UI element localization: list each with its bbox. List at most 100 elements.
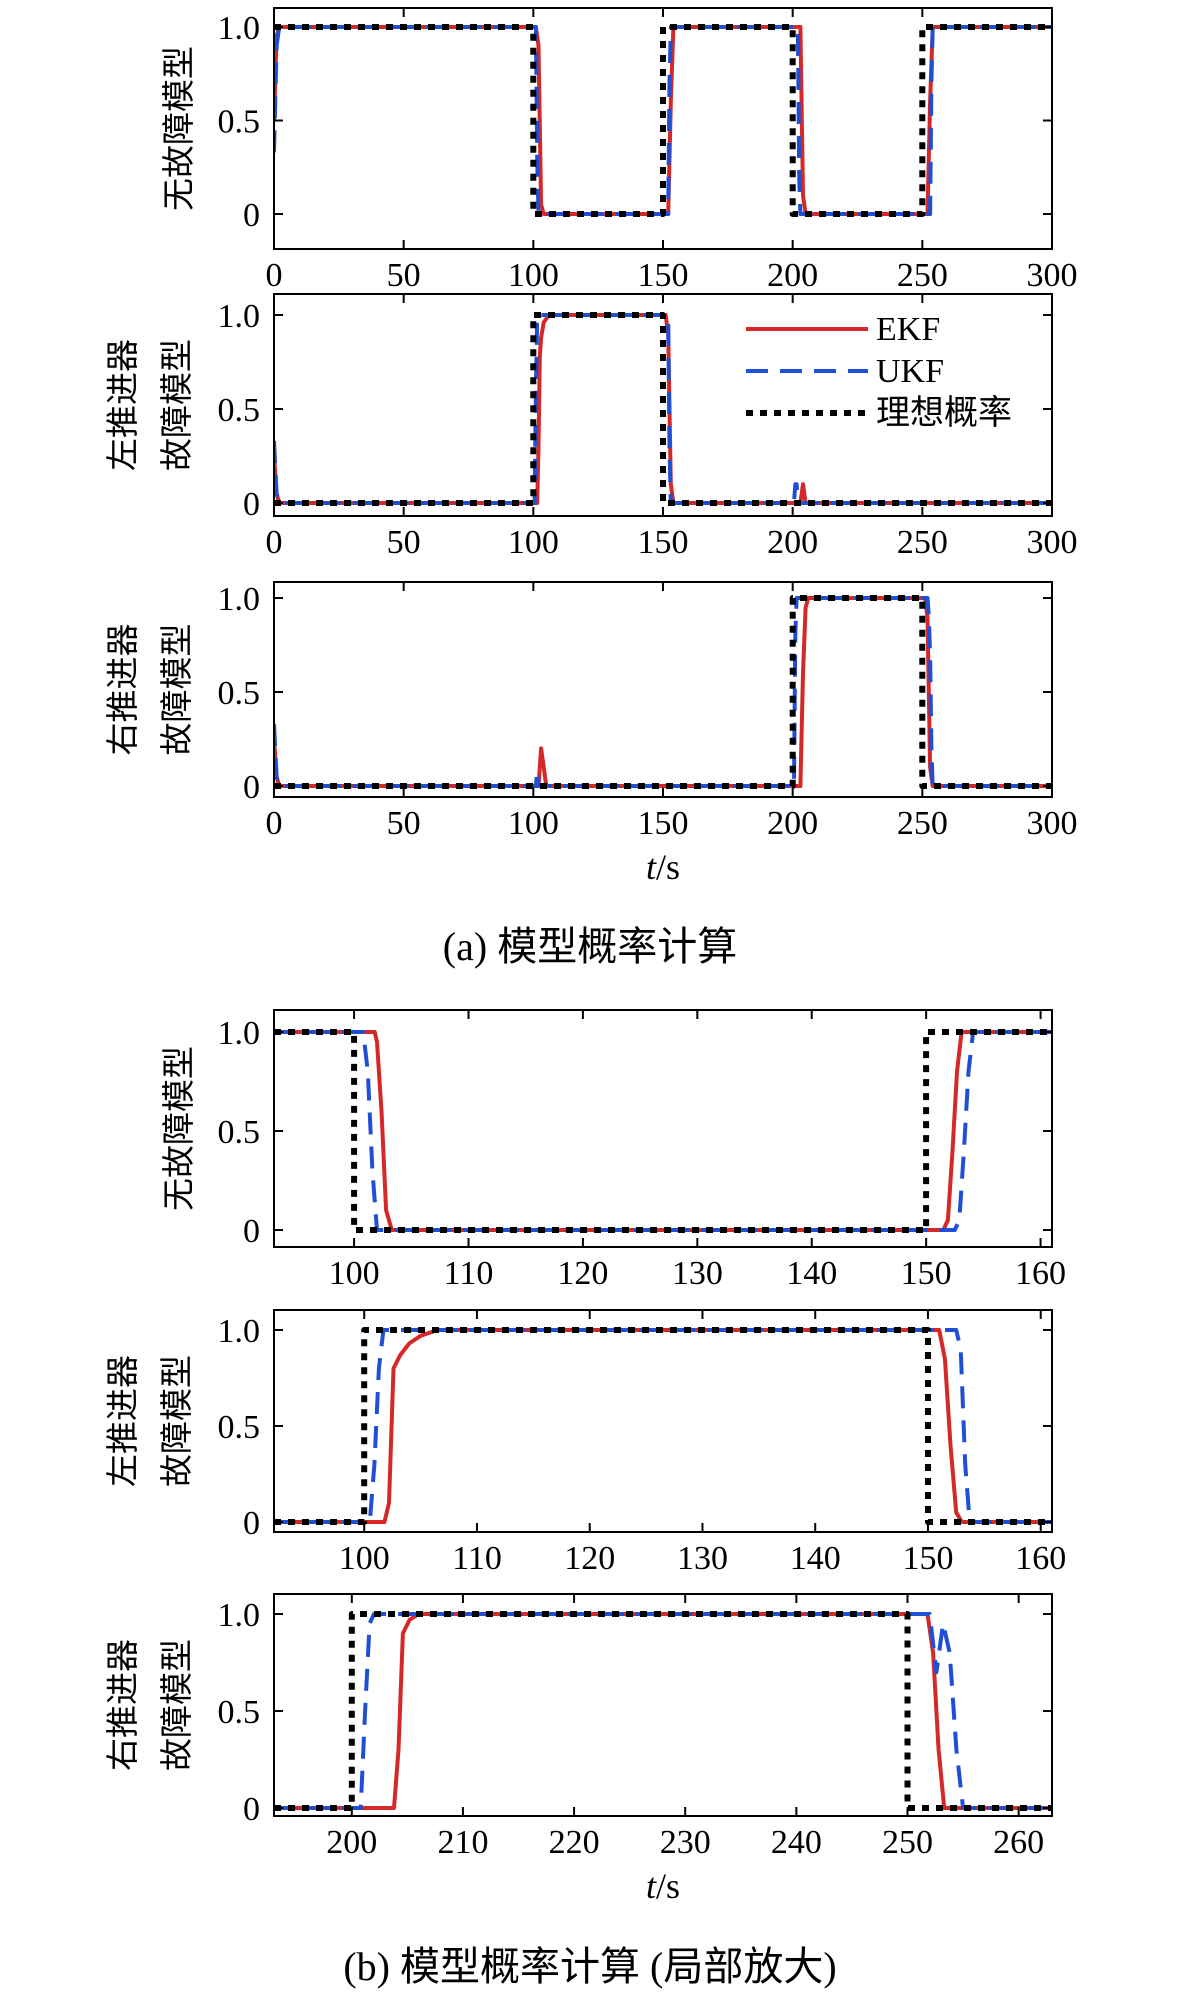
series-line-UKF [274, 25, 1052, 216]
legend-label: EKF [876, 311, 940, 348]
legend-label: UKF [876, 353, 944, 390]
x-tick-label: 140 [790, 1540, 841, 1577]
x-tick-label: 160 [1015, 1255, 1066, 1292]
y-tick-label: 0.5 [218, 392, 261, 429]
y-axis-label: 故障模型 [157, 624, 196, 756]
legend: EKF UKF 理想概率 [746, 311, 1012, 432]
x-tick-label: 50 [387, 524, 421, 561]
y-axis-label: 无故障模型 [159, 1046, 198, 1211]
x-tick-label: 300 [1027, 257, 1078, 294]
y-axis-label: 故障模型 [157, 339, 196, 471]
x-tick-label: 150 [638, 257, 689, 294]
x-tick-label: 100 [508, 257, 559, 294]
x-tick-label: 200 [326, 1824, 377, 1861]
x-tick-label: 160 [1015, 1540, 1066, 1577]
series-line-UKF [274, 1328, 1052, 1524]
series-line-理想概率 [274, 24, 1052, 217]
x-tick-label: 300 [1027, 524, 1078, 561]
panel-b3: 200 210 220 230 240 250 260 0 0.5 1.0 右推进器 故障模型 t/s [103, 1593, 1053, 1906]
y-tick-label: 1.0 [218, 1313, 261, 1350]
x-tick-label: 260 [993, 1824, 1044, 1861]
x-tick-label: 150 [638, 524, 689, 561]
series-line-EKF [274, 25, 1052, 216]
x-tick-label: 220 [549, 1824, 600, 1861]
x-tick-label: 300 [1027, 805, 1078, 842]
panel-a2: 0 50 100 150 200 250 300 0 0.5 1.0 左推进器 故障模型 [103, 293, 1078, 561]
y-tick-label: 0 [243, 1213, 260, 1250]
x-tick-label: 200 [767, 257, 818, 294]
y-axis-label: 右推进器 [103, 624, 142, 756]
y-tick-label: 1.0 [218, 1015, 261, 1052]
x-tick-label: 100 [329, 1255, 380, 1292]
y-axis-label: 故障模型 [157, 1639, 196, 1771]
x-tick-label: 50 [387, 805, 421, 842]
panel-a3: 0 50 100 150 200 250 300 0 0.5 1.0 右推进器 故障模型 t/s [103, 581, 1078, 887]
series-line-理想概率 [274, 1029, 1052, 1233]
y-tick-label: 0.5 [218, 104, 261, 141]
x-tick-label: 140 [786, 1255, 837, 1292]
y-tick-label: 0 [243, 769, 260, 806]
x-tick-label: 100 [339, 1540, 390, 1577]
series-line-EKF [274, 1328, 1052, 1524]
caption-a: (a) 模型概率计算 [443, 924, 737, 969]
y-axis-label: 左推进器 [103, 339, 142, 471]
y-tick-label: 0.5 [218, 1409, 261, 1446]
x-tick-label: 0 [266, 524, 283, 561]
x-tick-label: 0 [266, 805, 283, 842]
x-tick-label: 250 [897, 257, 948, 294]
x-tick-label: 130 [677, 1540, 728, 1577]
x-tick-label: 130 [672, 1255, 723, 1292]
x-tick-label: 250 [882, 1824, 933, 1861]
y-tick-label: 0 [243, 486, 260, 523]
axes-frame [273, 1309, 1053, 1533]
x-tick-label: 110 [452, 1540, 502, 1577]
x-tick-label: 110 [444, 1255, 494, 1292]
panel-a1: 0 50 100 150 200 250 300 0 0.5 1.0 无故障模型 [159, 7, 1078, 294]
x-tick-label: 250 [897, 805, 948, 842]
series-line-UKF [274, 1612, 1052, 1810]
y-tick-label: 1.0 [218, 10, 261, 47]
y-axis-label: 左推进器 [103, 1355, 142, 1487]
series-line-UKF [274, 596, 1052, 788]
x-tick-label: 150 [638, 805, 689, 842]
axes-frame [273, 1593, 1053, 1817]
x-tick-label: 50 [387, 257, 421, 294]
panel-b2: 100 110 120 130 140 150 160 0 0.5 1.0 左推进器 故障模型 [103, 1309, 1066, 1577]
y-axis-label: 无故障模型 [159, 46, 198, 211]
x-tick-label: 200 [767, 805, 818, 842]
x-tick-label: 200 [767, 524, 818, 561]
y-tick-label: 0.5 [218, 1114, 261, 1151]
x-tick-label: 250 [897, 524, 948, 561]
y-tick-label: 0 [243, 197, 260, 234]
caption-b: (b) 模型概率计算 (局部放大) [343, 1944, 836, 1989]
series-line-理想概率 [274, 595, 1052, 789]
x-tick-label: 150 [902, 1540, 953, 1577]
legend-label: 理想概率 [876, 394, 1012, 432]
x-tick-label: 150 [901, 1255, 952, 1292]
x-tick-label: 120 [557, 1255, 608, 1292]
x-tick-label: 100 [508, 524, 559, 561]
y-tick-label: 1.0 [218, 1597, 261, 1634]
x-tick-label: 100 [508, 805, 559, 842]
x-axis-label: t/s [646, 847, 680, 887]
axes-frame [273, 1009, 1053, 1248]
y-tick-label: 0 [243, 1505, 260, 1542]
x-tick-label: 240 [771, 1824, 822, 1861]
y-axis-label: 右推进器 [103, 1639, 142, 1771]
x-tick-label: 210 [437, 1824, 488, 1861]
series-line-UKF [274, 1030, 1052, 1232]
axes-frame [273, 581, 1053, 798]
series-line-EKF [274, 596, 1052, 788]
series-line-EKF [274, 1612, 1052, 1810]
y-tick-label: 1.0 [218, 298, 261, 335]
panel-b1: 100 110 120 130 140 150 160 0 0.5 1.0 无故障模型 [159, 1009, 1066, 1292]
y-tick-label: 1.0 [218, 581, 261, 618]
series-line-EKF [274, 1030, 1052, 1232]
y-tick-label: 0 [243, 1791, 260, 1828]
y-axis-label: 故障模型 [157, 1355, 196, 1487]
x-tick-label: 230 [660, 1824, 711, 1861]
series-line-理想概率 [274, 1327, 1052, 1525]
series-line-理想概率 [274, 312, 1052, 506]
series-line-理想概率 [274, 1611, 1052, 1811]
